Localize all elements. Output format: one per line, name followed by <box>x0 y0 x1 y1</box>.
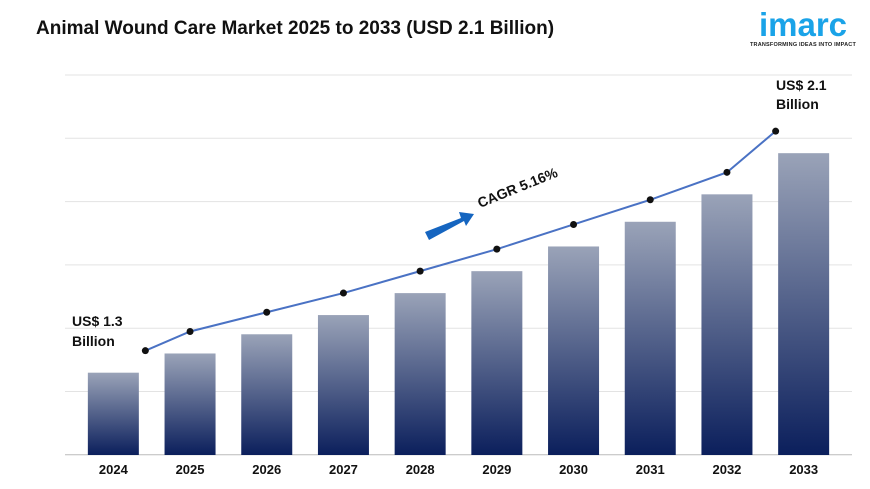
trend-point <box>263 308 271 316</box>
bar-2027 <box>317 315 369 455</box>
cagr-arrow-icon <box>425 212 474 240</box>
bar-2031 <box>624 221 676 455</box>
end-annotation-line1: US$ 2.1 <box>776 77 827 93</box>
bar-2024 <box>87 372 139 455</box>
trend-line <box>144 130 777 352</box>
trend-point <box>723 168 731 176</box>
bar-2029 <box>471 271 523 455</box>
trend-point <box>186 327 194 335</box>
logo-tagline: TRANSFORMING IDEAS INTO IMPACT <box>749 42 857 48</box>
x-tick-label: 2025 <box>176 462 205 477</box>
x-tick-label: 2024 <box>99 462 129 477</box>
start-annotation-line2: Billion <box>72 333 115 349</box>
bar-2030 <box>548 246 600 455</box>
bar-2028 <box>394 293 446 455</box>
x-tick-label: 2033 <box>789 462 818 477</box>
trend-point <box>141 347 149 355</box>
chart-title: Animal Wound Care Market 2025 to 2033 (U… <box>36 18 555 39</box>
x-tick-label: 2031 <box>636 462 665 477</box>
trend-point <box>646 196 654 204</box>
x-tick-label: 2026 <box>252 462 281 477</box>
bar-2033 <box>778 153 830 456</box>
bar-2025 <box>164 353 216 455</box>
x-tick-label: 2030 <box>559 462 588 477</box>
x-tick-label: 2027 <box>329 462 358 477</box>
cagr-label: CAGR 5.16% <box>475 164 560 211</box>
trend-point <box>493 245 501 253</box>
x-tick-label: 2029 <box>482 462 511 477</box>
end-annotation-line2: Billion <box>776 96 819 112</box>
start-annotation-line1: US$ 1.3 <box>72 313 123 329</box>
trend-point <box>570 220 578 228</box>
trend-point <box>416 267 424 275</box>
trend-point <box>339 289 347 297</box>
x-tick-label: 2032 <box>712 462 741 477</box>
logo-word: imarc <box>758 6 848 43</box>
bar-2026 <box>241 334 293 455</box>
imarc-logo: imarc TRANSFORMING IDEAS INTO IMPACT <box>748 6 858 49</box>
x-tick-label: 2028 <box>406 462 435 477</box>
trend-point <box>772 127 780 135</box>
bar-2032 <box>701 194 753 455</box>
